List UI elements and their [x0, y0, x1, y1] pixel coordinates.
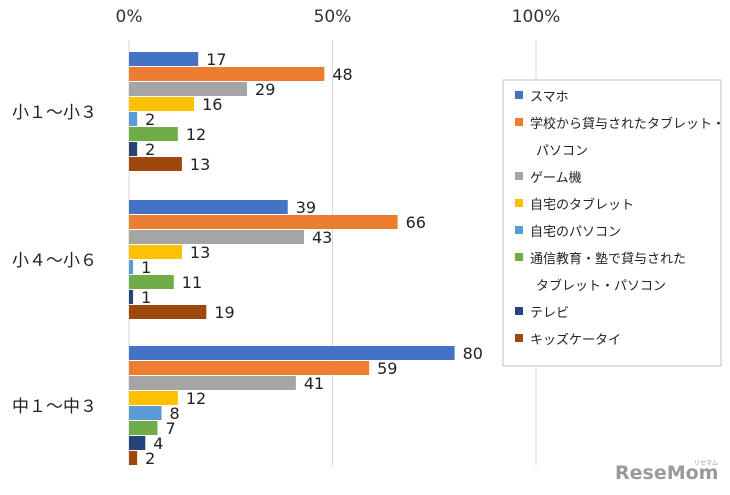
data-label: 66	[406, 213, 426, 232]
legend-label: テレビ	[530, 306, 569, 321]
bar	[129, 52, 199, 66]
data-label: 59	[377, 359, 397, 378]
legend-box	[502, 79, 722, 367]
x-axis-ticks: 0% 50% 100%	[116, 7, 561, 27]
data-label: 4	[153, 434, 163, 453]
legend-label: キッズケータイ	[530, 332, 621, 348]
data-label: 8	[170, 404, 180, 423]
bar	[129, 127, 178, 141]
legend-swatch	[515, 253, 523, 261]
data-label: 13	[190, 243, 210, 262]
category-label: 小１～小３	[12, 103, 97, 123]
legend-swatch	[515, 307, 523, 315]
bar	[129, 67, 325, 81]
watermark-text: ReseMom	[615, 462, 718, 484]
data-label: 7	[165, 419, 175, 438]
category-label: 小４～小６	[12, 251, 97, 271]
data-label: 43	[312, 228, 332, 247]
data-label: 12	[186, 389, 206, 408]
legend-swatch	[515, 226, 523, 234]
bar	[129, 346, 455, 360]
data-label: 48	[332, 65, 352, 84]
data-label: 1	[141, 288, 151, 307]
data-label: 1	[141, 258, 151, 277]
bar	[129, 391, 178, 405]
bar	[129, 406, 162, 420]
data-label: 2	[145, 110, 155, 129]
legend-label: パソコン	[536, 144, 588, 159]
legend-label: ゲーム機	[530, 171, 582, 186]
bar	[129, 112, 138, 126]
bar	[129, 245, 182, 259]
data-label: 2	[145, 140, 155, 159]
bar	[129, 361, 370, 375]
legend-label: 自宅のタブレット	[530, 197, 634, 213]
bar	[129, 436, 146, 450]
legend: スマホ学校から貸与されたタブレット・パソコンゲーム機自宅のタブレット自宅のパソコ…	[502, 79, 725, 367]
bar	[129, 230, 305, 244]
legend-swatch	[515, 91, 523, 99]
bar	[129, 142, 138, 156]
bar	[129, 97, 195, 111]
legend-swatch	[515, 334, 523, 342]
bar	[129, 157, 182, 171]
bar	[129, 421, 158, 435]
bar	[129, 82, 248, 96]
legend-label: スマホ	[530, 90, 569, 105]
legend-label: タブレット・パソコン	[536, 278, 666, 294]
watermark: ReseMom リセマム	[615, 460, 718, 484]
data-label: 19	[214, 303, 234, 322]
data-label: 39	[296, 198, 316, 217]
legend-swatch	[515, 172, 523, 180]
bar	[129, 260, 134, 274]
legend-label: 通信教育・塾で貸与された	[530, 251, 686, 267]
bar	[129, 305, 207, 319]
bar	[129, 275, 174, 289]
x-tick-label: 100%	[512, 7, 561, 27]
x-tick-label: 50%	[314, 7, 352, 27]
data-label: 16	[202, 95, 222, 114]
watermark-small-text: リセマム	[694, 460, 718, 467]
legend-label: 学校から貸与されたタブレット・	[530, 116, 725, 132]
x-tick-label: 0%	[116, 7, 143, 27]
category-label: 中１～中３	[12, 397, 97, 417]
data-label: 13	[190, 155, 210, 174]
data-label: 12	[186, 125, 206, 144]
data-label: 11	[182, 273, 202, 292]
bar	[129, 290, 134, 304]
category-labels: 小１～小３ 小４～小６ 中１～中３	[12, 103, 97, 417]
bar	[129, 451, 138, 465]
legend-swatch	[515, 199, 523, 207]
bar	[129, 215, 398, 229]
data-label: 29	[255, 80, 275, 99]
bar	[129, 200, 288, 214]
legend-swatch	[515, 118, 523, 126]
data-label: 17	[206, 50, 226, 69]
bar	[129, 376, 296, 390]
data-label: 41	[304, 374, 324, 393]
data-label: 2	[145, 449, 155, 468]
data-label: 80	[463, 344, 483, 363]
legend-label: 自宅のパソコン	[530, 225, 621, 240]
